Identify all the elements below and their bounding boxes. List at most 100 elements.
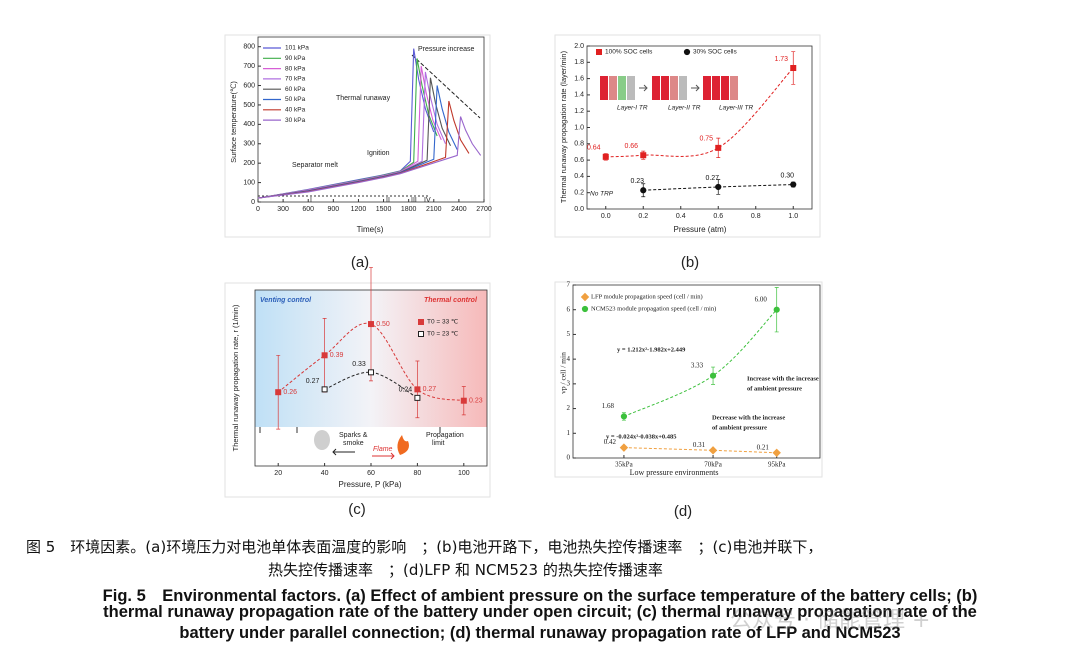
x-axis-label: Low pressure environments	[630, 468, 719, 477]
value-label: 0.31	[693, 441, 706, 449]
trend-line	[605, 67, 794, 158]
y-axis-label: Thermal runaway propagation rate, r (1/m…	[231, 304, 240, 451]
legend-label: 70 kPa	[285, 76, 306, 83]
panel-label: (a)	[351, 254, 369, 271]
annotation: y = 1.212x²-1.982x+2.449	[617, 346, 686, 353]
figure: (a) (b) (c) (d) 010020030040050060070080…	[224, 34, 823, 520]
trend-line	[324, 371, 418, 399]
y-tick-label: 1.6	[574, 75, 584, 82]
data-point	[715, 144, 722, 151]
panel-frame	[554, 34, 821, 238]
y-axis-label: Thermal runaway propagation rate (layer/…	[559, 50, 568, 203]
value-label: 1.73	[774, 56, 788, 63]
x-axis-label: Pressure (atm)	[674, 225, 727, 234]
annotation: Layer-II TR	[668, 105, 701, 112]
annotation: Increase with the increase	[747, 375, 819, 382]
x-tick-label: 0.6	[713, 213, 723, 220]
data-line	[257, 116, 482, 199]
legend-swatch	[580, 292, 590, 302]
y-tick-label: 0	[567, 454, 571, 462]
trend-line	[623, 447, 777, 454]
caption-en: thermal runaway propagation rate of the …	[103, 603, 977, 621]
pressure-increase-line	[411, 54, 481, 119]
trend-line	[623, 309, 778, 417]
value-label: 6.00	[755, 295, 768, 303]
x-tick-label: 900	[327, 206, 339, 213]
battery-icons	[600, 76, 738, 100]
legend-swatch	[581, 305, 589, 313]
x-tick-label: 0.2	[638, 213, 648, 220]
value-label: 0.33	[352, 361, 366, 368]
x-tick-label: 0	[256, 206, 260, 213]
legend-swatch	[418, 331, 424, 337]
plot-frame	[572, 284, 821, 459]
value-label: 0.23	[469, 398, 483, 405]
annotation: Ignition	[367, 150, 390, 157]
x-tick-label: 20	[274, 470, 282, 477]
y-tick-label: 400	[243, 121, 255, 128]
annotation: No TRP	[590, 191, 614, 198]
value-label: 0.24	[399, 387, 413, 394]
x-tick-label: 100	[458, 470, 470, 477]
data-point	[414, 394, 421, 401]
value-label: 0.50	[376, 321, 390, 328]
data-point	[619, 443, 629, 452]
legend-label: 60 kPa	[285, 86, 306, 93]
x-tick-label: 0.4	[676, 213, 686, 220]
x-tick-label: 300	[277, 206, 289, 213]
annotation: Thermal runaway	[336, 95, 391, 102]
annotation: Pressure increase	[418, 46, 475, 53]
y-tick-label: 0.8	[574, 141, 584, 148]
value-label: 0.27	[306, 378, 320, 385]
x-tick-label: 95kPa	[768, 461, 786, 469]
y-tick-label: 600	[243, 82, 255, 89]
y-tick-label: 1.2	[574, 108, 584, 115]
legend-label: 30% SOC cells	[693, 49, 737, 56]
plot-frame	[257, 36, 485, 203]
panel-label: (c)	[348, 501, 366, 518]
annotation: Propagation	[426, 432, 464, 439]
data-point	[640, 187, 647, 194]
annotation: III	[411, 197, 417, 204]
data-point	[321, 386, 328, 393]
data-point	[414, 386, 421, 393]
data-point	[460, 397, 467, 404]
annotation: Venting control	[260, 297, 312, 304]
caption-en: battery under parallel connection; (d) t…	[179, 624, 901, 642]
legend-label: T0 = 23 ℃	[427, 331, 459, 338]
annotation: Layer-III TR	[719, 105, 754, 112]
annotation: of ambient pressure	[712, 424, 767, 431]
value-label: 0.30	[780, 172, 794, 179]
y-tick-label: 500	[243, 102, 255, 109]
data-point	[708, 446, 718, 455]
panel-frame	[554, 281, 823, 478]
y-tick-label: 700	[243, 63, 255, 70]
annotation: Layer-I TR	[617, 105, 648, 112]
legend-swatch	[596, 49, 602, 55]
x-tick-label: 2100	[426, 206, 442, 213]
x-tick-label: 0.8	[751, 213, 761, 220]
value-label: 0.64	[587, 145, 601, 152]
annotation: Decrease with the increase	[712, 414, 785, 421]
value-label: 0.21	[757, 443, 770, 451]
data-point	[773, 306, 780, 313]
data-point	[790, 181, 797, 188]
value-label: 0.39	[330, 352, 344, 359]
legend-label: 101 kPa	[285, 45, 309, 52]
y-tick-label: 100	[243, 179, 255, 186]
y-tick-label: 2	[567, 404, 571, 412]
x-tick-label: 35kPa	[615, 461, 633, 469]
y-tick-label: 300	[243, 141, 255, 148]
x-tick-label: 600	[302, 206, 314, 213]
data-point	[715, 183, 722, 191]
data-point	[772, 448, 781, 458]
annotation: smoke	[343, 440, 364, 447]
x-axis-label: Time(s)	[357, 225, 384, 234]
value-label: 0.23	[630, 178, 644, 185]
y-tick-label: 0	[251, 199, 255, 206]
annotation: y = -0.024x²-0.038x+0.485	[606, 433, 677, 440]
y-tick-label: 6	[567, 305, 571, 313]
panel-label: (d)	[674, 503, 692, 520]
value-label: 3.33	[691, 361, 704, 369]
value-label: 0.66	[624, 143, 638, 150]
